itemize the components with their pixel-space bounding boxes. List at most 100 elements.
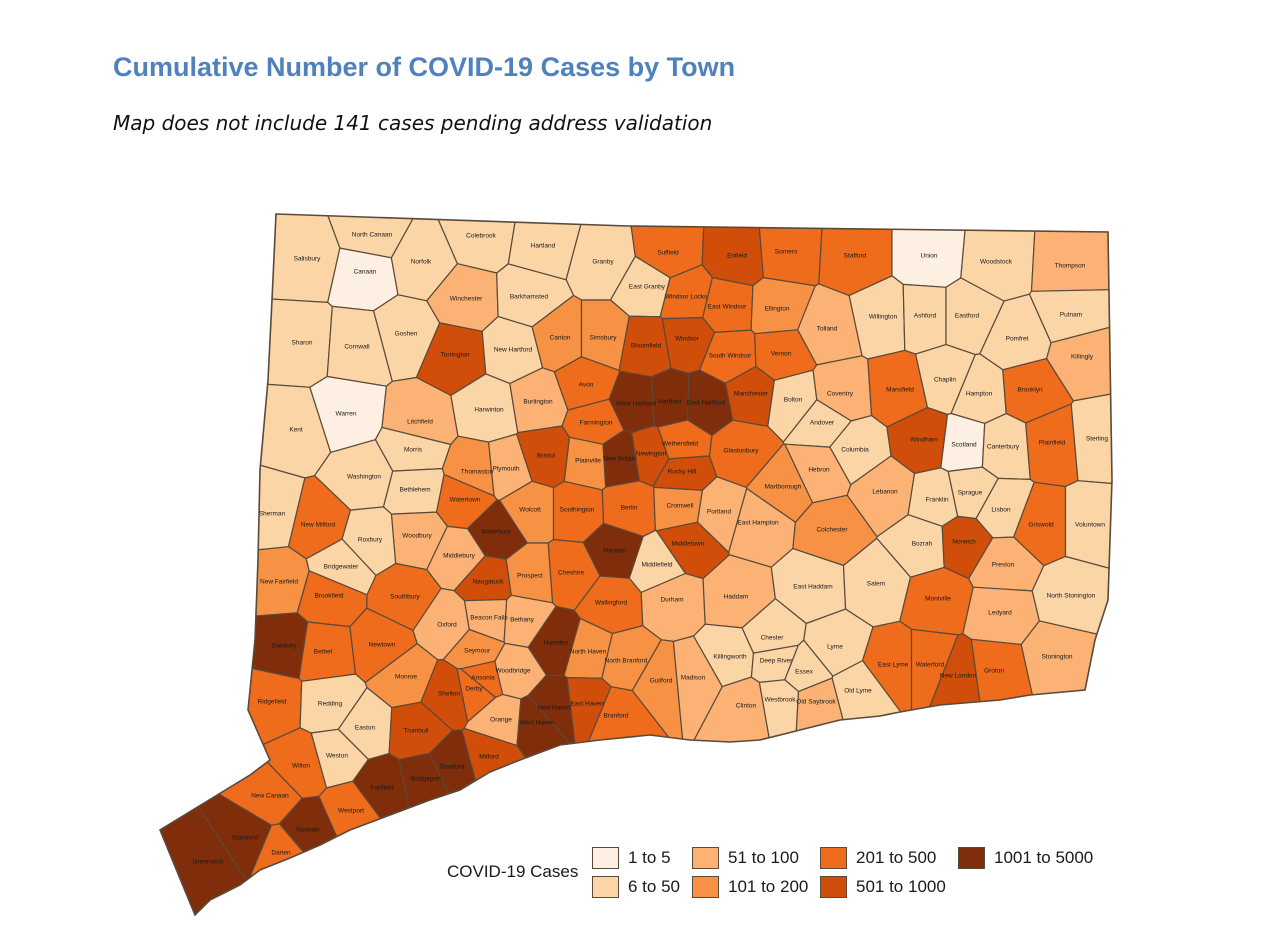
town-label-new-canaan: New Canaan [251, 793, 289, 800]
town-label-plymouth: Plymouth [492, 466, 519, 473]
town-label-portland: Portland [707, 509, 732, 516]
town-label-middletown: Middletown [672, 541, 705, 548]
town-label-groton: Groton [984, 668, 1004, 675]
town-label-colchester: Colchester [816, 527, 848, 534]
legend-item-101-to-200: 101 to 200 [692, 876, 808, 898]
legend-swatch [592, 847, 619, 869]
town-label-westport: Westport [338, 808, 364, 815]
town-label-windsor-locks: Windsor Locks [665, 294, 708, 301]
town-label-watertown: Watertown [450, 497, 481, 504]
town-label-windham: Windham [910, 437, 937, 444]
legend-item-6-to-50: 6 to 50 [592, 876, 680, 898]
town-label-lebanon: Lebanon [872, 489, 898, 496]
town-label-farmington: Farmington [580, 420, 613, 427]
town-label-canaan: Canaan [354, 269, 377, 276]
town-label-salisbury: Salisbury [294, 256, 321, 263]
town-label-old-saybrook: Old Saybrook [796, 699, 836, 706]
town-label-manchester: Manchester [734, 391, 769, 398]
town-label-union: Union [921, 253, 938, 260]
legend-item-51-to-100: 51 to 100 [692, 847, 799, 869]
town-label-sprague: Sprague [958, 490, 983, 497]
legend-swatch [692, 876, 719, 898]
town-label-new-london: New London [940, 673, 977, 680]
town-label-southbury: Southbury [390, 594, 420, 601]
town-label-wilton: Wilton [292, 763, 310, 770]
legend-item-201-to-500: 201 to 500 [820, 847, 936, 869]
town-label-ansonia: Ansonia [471, 675, 495, 682]
town-label-bloomfield: Bloomfield [631, 343, 662, 350]
town-label-preston: Preston [992, 562, 1015, 569]
town-label-durham: Durham [660, 597, 683, 604]
town-label-berlin: Berlin [621, 505, 638, 512]
town-label-somers: Somers [775, 249, 798, 256]
town-label-simsbury: Simsbury [589, 335, 617, 342]
town-label-hebron: Hebron [808, 467, 830, 474]
town-label-morris: Morris [404, 447, 423, 454]
town-label-north-haven: North Haven [570, 649, 607, 656]
town-label-litchfield: Litchfield [407, 419, 433, 426]
legend-label: 1 to 5 [628, 848, 671, 867]
town-label-coventry: Coventry [827, 391, 854, 398]
town-voluntown [1064, 480, 1112, 572]
legend-swatch [692, 847, 719, 869]
town-label-danbury: Danbury [272, 643, 297, 650]
town-label-rocky-hill: Rocky Hill [668, 469, 697, 476]
town-label-sherman: Sherman [259, 511, 286, 518]
town-label-hartford: Hartford [658, 399, 682, 406]
town-label-middlefield: Middlefield [641, 562, 672, 569]
legend-label: 101 to 200 [728, 877, 809, 896]
town-label-avon: Avon [579, 382, 594, 389]
town-westbrook [758, 679, 800, 854]
town-label-canton: Canton [550, 335, 571, 342]
town-label-stratford: Stratford [440, 764, 465, 771]
town-label-ledyard: Ledyard [988, 610, 1012, 617]
town-label-chaplin: Chaplin [934, 377, 956, 384]
town-label-putnam: Putnam [1060, 312, 1082, 319]
town-label-east-haddam: East Haddam [793, 584, 832, 591]
town-label-suffield: Suffield [657, 250, 679, 257]
town-label-milford: Milford [479, 754, 499, 761]
town-new-haven [527, 674, 577, 751]
town-label-griswold: Griswold [1028, 522, 1054, 529]
town-label-hamden: Hamden [544, 640, 569, 647]
town-union [891, 214, 968, 288]
state-outline [159, 213, 1113, 917]
town-label-bethlehem: Bethlehem [399, 487, 430, 494]
town-label-prospect: Prospect [517, 573, 543, 580]
town-label-south-windsor: South Windsor [709, 353, 752, 360]
town-label-weston: Weston [326, 753, 348, 760]
legend-label: 6 to 50 [628, 877, 680, 896]
town-label-southington: Southington [560, 507, 595, 514]
legend-swatch [820, 847, 847, 869]
town-label-trumbull: Trumbull [403, 728, 429, 735]
town-label-norfolk: Norfolk [411, 259, 432, 266]
town-label-canterbury: Canterbury [987, 444, 1020, 451]
town-label-north-canaan: North Canaan [352, 232, 393, 239]
legend-swatch [592, 876, 619, 898]
town-label-easton: Easton [355, 725, 376, 732]
town-label-stafford: Stafford [844, 253, 867, 260]
town-label-westbrook: Westbrook [765, 697, 797, 704]
town-label-fairfield: Fairfield [370, 785, 394, 792]
town-label-derby: Derby [465, 686, 483, 693]
town-label-north-branford: North Branford [605, 658, 648, 665]
town-label-chester: Chester [761, 635, 785, 642]
town-label-beacon-falls: Beacon Falls [470, 615, 508, 622]
town-label-goshen: Goshen [395, 331, 418, 338]
legend-label: 1001 to 5000 [994, 848, 1094, 867]
town-label-lyme: Lyme [827, 644, 843, 651]
town-label-glastonbury: Glastonbury [723, 448, 759, 455]
town-label-scotland: Scotland [951, 442, 977, 449]
town-label-east-lyme: East Lyme [878, 662, 909, 669]
town-label-columbia: Columbia [841, 447, 869, 454]
town-label-voluntown: Voluntown [1075, 522, 1105, 529]
town-label-franklin: Franklin [925, 497, 949, 504]
town-label-bridgewater: Bridgewater [324, 564, 360, 571]
town-label-bozrah: Bozrah [912, 541, 933, 548]
legend-item-501-to-1000: 501 to 1000 [820, 876, 946, 898]
town-label-waterford: Waterford [916, 662, 945, 669]
town-label-seymour: Seymour [464, 648, 491, 655]
town-label-woodbury: Woodbury [402, 533, 432, 540]
town-label-kent: Kent [289, 427, 303, 434]
town-label-stonington: Stonington [1041, 654, 1072, 661]
